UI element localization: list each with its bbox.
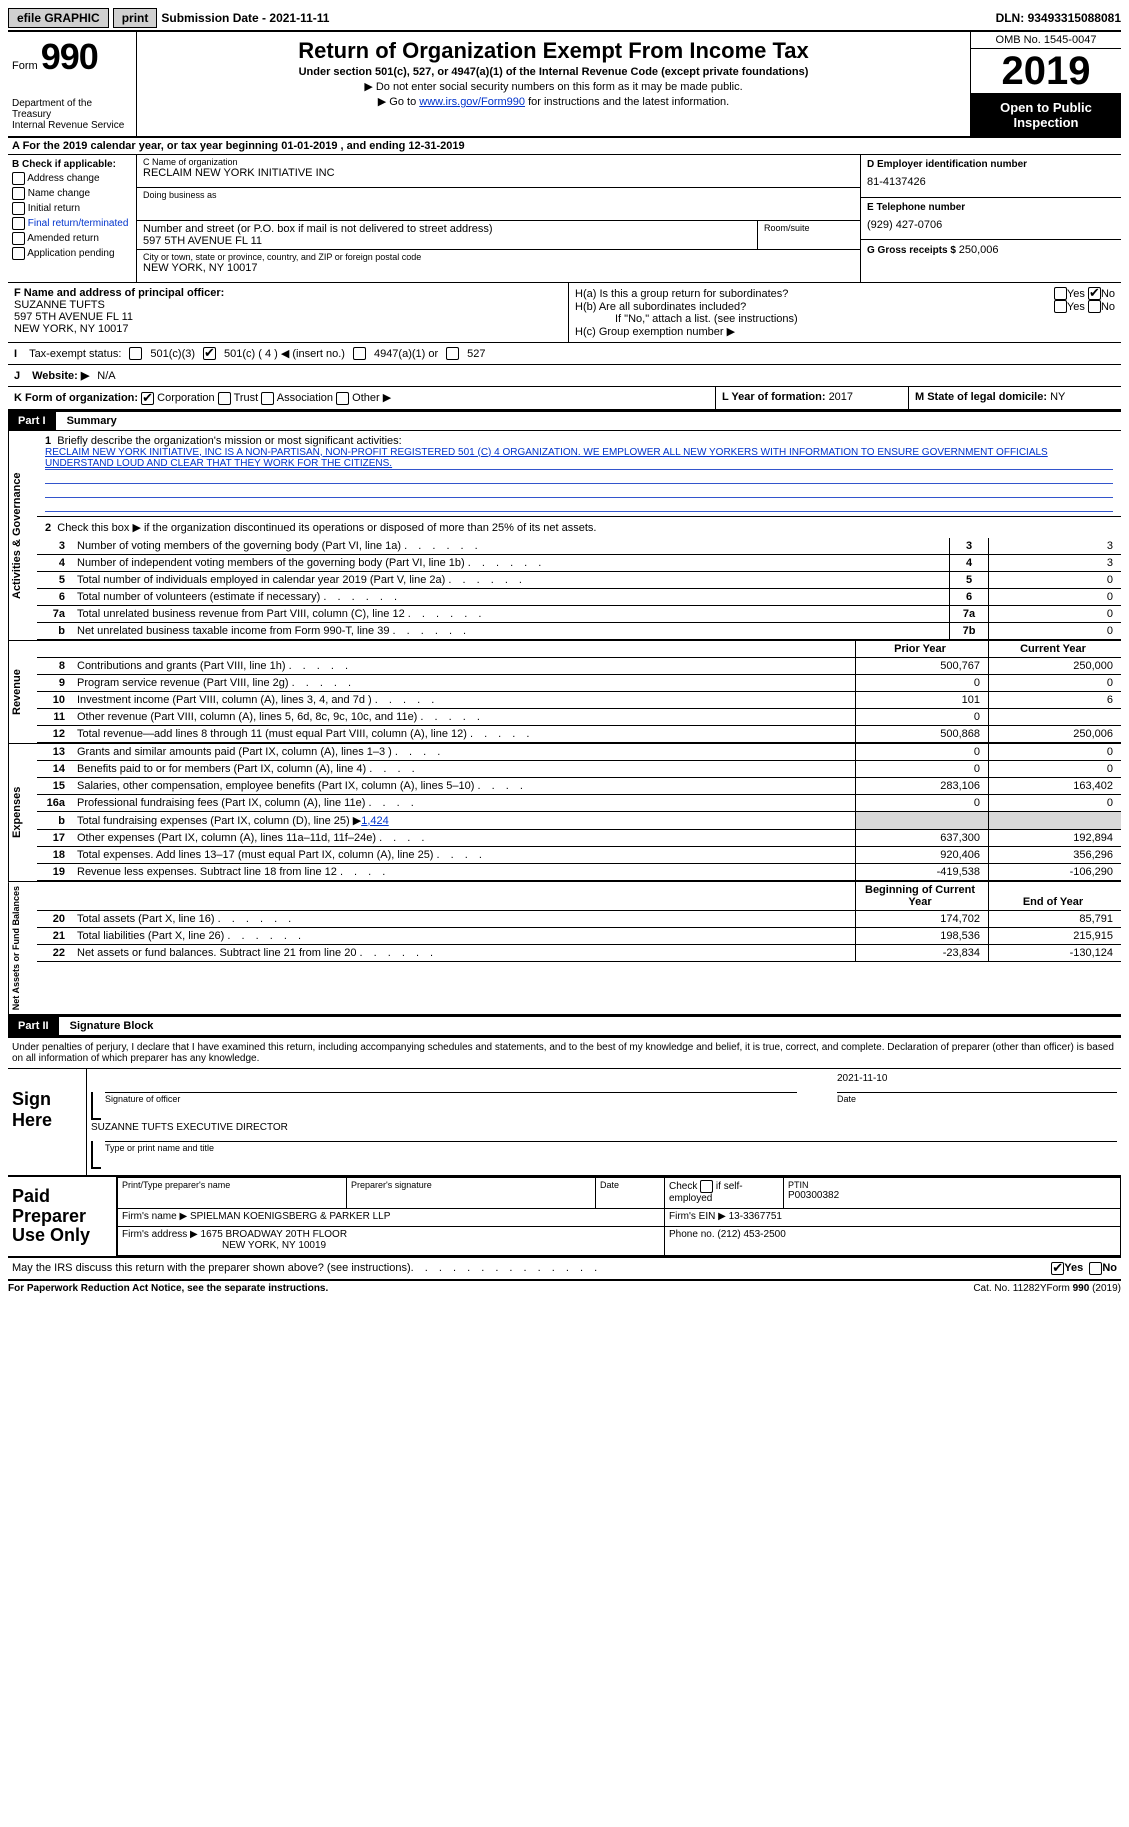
sig-date-label: Date: [837, 1092, 1117, 1120]
form-subtitle: Under section 501(c), 527, or 4947(a)(1)…: [145, 66, 962, 78]
tab-governance: Activities & Governance: [8, 431, 37, 640]
preparer-label: Paid Preparer Use Only: [8, 1177, 117, 1256]
box-j: J Website: ▶ N/A: [8, 365, 1121, 387]
officer-name: SUZANNE TUFTS EXECUTIVE DIRECTOR: [91, 1122, 1117, 1133]
cb-pending[interactable]: [12, 247, 25, 260]
cb-self-employed[interactable]: [700, 1180, 713, 1193]
dln: DLN: 93493315088081: [996, 11, 1121, 25]
box-h: H(a) Is this a group return for subordin…: [569, 283, 1121, 342]
tab-expenses: Expenses: [8, 744, 37, 881]
cb-name-change[interactable]: [12, 187, 25, 200]
submission-label: Submission Date - 2021-11-11: [161, 11, 329, 25]
cb-527[interactable]: [446, 347, 459, 360]
box-d: D Employer identification number 81-4137…: [861, 155, 1121, 198]
name-title-label: Type or print name and title: [105, 1141, 1117, 1169]
cb-address-change[interactable]: [12, 172, 25, 185]
form-label: Form: [12, 60, 38, 72]
box-k: K Form of organization: Corporation Trus…: [8, 387, 716, 409]
cb-other[interactable]: [336, 392, 349, 405]
irs-link[interactable]: www.irs.gov/Form990: [419, 96, 525, 108]
cb-4947[interactable]: [353, 347, 366, 360]
cb-trust[interactable]: [218, 392, 231, 405]
cb-discuss-no[interactable]: [1089, 1262, 1102, 1275]
print-button[interactable]: print: [113, 8, 158, 28]
dept-label: Department of the Treasury: [12, 98, 132, 120]
box-b: B Check if applicable: Address change Na…: [8, 155, 137, 282]
org-name: RECLAIM NEW YORK INITIATIVE INC: [143, 167, 854, 179]
tax-year: 2019: [971, 49, 1121, 94]
note-link: ▶ Go to www.irs.gov/Form990 for instruct…: [145, 95, 962, 108]
governance-table: 3Number of voting members of the governi…: [37, 538, 1121, 640]
top-bar: efile GRAPHIC print Submission Date - 20…: [8, 8, 1121, 28]
discuss-row: May the IRS discuss this return with the…: [8, 1258, 1121, 1281]
irs-label: Internal Revenue Service: [12, 120, 132, 131]
net-assets-table: Beginning of Current YearEnd of Year20To…: [37, 882, 1121, 962]
mission-text: RECLAIM NEW YORK INITIATIVE, INC IS A NO…: [45, 447, 1113, 470]
part1-title: Summary: [59, 415, 117, 427]
form-header: Form 990 Department of the Treasury Inte…: [8, 30, 1121, 138]
cb-final-return[interactable]: [12, 217, 25, 230]
part2-title: Signature Block: [62, 1020, 154, 1032]
box-m: M State of legal domicile: NY: [909, 387, 1121, 409]
cb-amended[interactable]: [12, 232, 25, 245]
efile-button[interactable]: efile GRAPHIC: [8, 8, 109, 28]
preparer-table: Print/Type preparer's name Preparer's si…: [117, 1177, 1121, 1256]
org-address: 597 5TH AVENUE FL 11: [143, 235, 751, 247]
box-e: E Telephone number (929) 427-0706: [861, 198, 1121, 241]
cb-assoc[interactable]: [261, 392, 274, 405]
note-ssn: ▶ Do not enter social security numbers o…: [145, 80, 962, 93]
cb-ha-yes[interactable]: [1054, 287, 1067, 300]
revenue-table: Prior YearCurrent Year8Contributions and…: [37, 641, 1121, 743]
bottom-row: For Paperwork Reduction Act Notice, see …: [8, 1281, 1121, 1296]
expenses-table: 13Grants and similar amounts paid (Part …: [37, 744, 1121, 881]
sig-officer-label: Signature of officer: [105, 1092, 797, 1120]
org-city: NEW YORK, NY 10017: [143, 262, 854, 274]
penalty-text: Under penalties of perjury, I declare th…: [8, 1036, 1121, 1069]
omb-number: OMB No. 1545-0047: [971, 32, 1121, 49]
box-c: C Name of organization RECLAIM NEW YORK …: [137, 155, 860, 282]
cb-501c3[interactable]: [129, 347, 142, 360]
open-public-badge: Open to Public Inspection: [971, 94, 1121, 136]
cb-initial-return[interactable]: [12, 202, 25, 215]
cb-hb-yes[interactable]: [1054, 300, 1067, 313]
cb-corp[interactable]: [141, 392, 154, 405]
cb-501c[interactable]: [203, 347, 216, 360]
form-number: 990: [41, 36, 98, 77]
sign-here-label: Sign Here: [8, 1069, 87, 1175]
period-row: A For the 2019 calendar year, or tax yea…: [8, 138, 1121, 155]
part1-header: Part I: [8, 412, 56, 430]
box-i: I Tax-exempt status: 501(c)(3) 501(c) ( …: [8, 343, 1121, 365]
cb-hb-no[interactable]: [1088, 300, 1101, 313]
room-suite: Room/suite: [758, 221, 860, 249]
box-g: G Gross receipts $ 250,006: [861, 240, 1121, 282]
tab-revenue: Revenue: [8, 641, 37, 743]
cb-ha-no[interactable]: [1088, 287, 1101, 300]
part2-header: Part II: [8, 1017, 59, 1035]
tab-net-assets: Net Assets or Fund Balances: [8, 882, 37, 1014]
cb-discuss-yes[interactable]: [1051, 1262, 1064, 1275]
box-f: F Name and address of principal officer:…: [8, 283, 569, 342]
sign-date: 2021-11-10: [837, 1073, 1117, 1084]
form-title: Return of Organization Exempt From Incom…: [145, 38, 962, 64]
box-l: L Year of formation: 2017: [716, 387, 909, 409]
